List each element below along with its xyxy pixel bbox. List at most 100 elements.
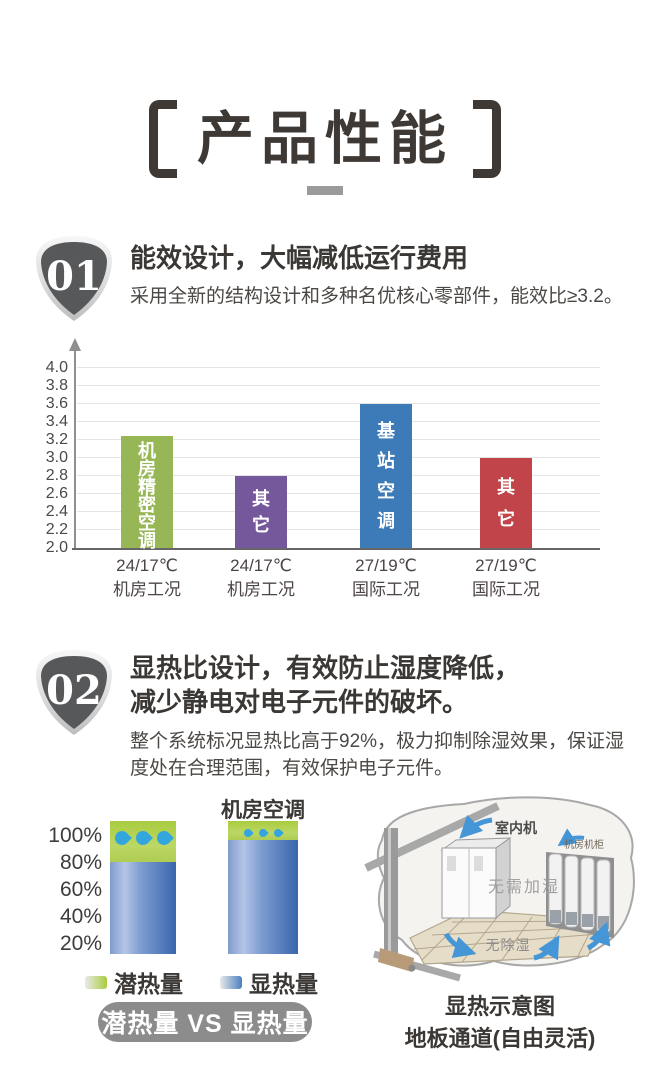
soil-layer: [378, 948, 414, 972]
bracket-left-icon: [149, 100, 177, 178]
section-01-badge: 01: [32, 234, 116, 324]
airflow-arrow: [586, 921, 611, 951]
title-underline: [307, 186, 343, 195]
y-axis-tick-label: 2.8: [45, 467, 68, 484]
percent-tick: 80%: [59, 851, 102, 874]
cabinet-slat: [564, 855, 579, 928]
chart-bar-1: 机房精密空调: [121, 436, 173, 551]
gridline: [77, 439, 600, 440]
indoor-unit-side: [495, 837, 511, 920]
latent-heat-segment: [110, 821, 176, 862]
y-axis-tick-label: 2.0: [45, 539, 68, 556]
bar-label-char: 它: [252, 515, 270, 535]
sensible-heat-chart: 100% 80% 60% 40% 20% 机房空调 潜热量: [30, 795, 350, 1045]
bar-label-char: 站: [377, 451, 395, 471]
section-02-number: 02: [46, 667, 102, 714]
x-axis-tick-label: 24/17℃ 机房工况: [85, 554, 209, 602]
water-drop-icon: [272, 827, 284, 839]
gridline: [77, 493, 600, 494]
bar-label-char: 调: [377, 511, 395, 531]
bar-label-char: 密: [138, 495, 156, 515]
machine-room-illustration: 室内机 机房机柜 无需加湿 无除湿 显热示意图 地板通道(自由灵活): [350, 788, 650, 1055]
percent-tick: 40%: [59, 905, 102, 928]
heat-legend: 潜热量 显热量: [30, 965, 350, 997]
bar-label-char: 机: [138, 441, 156, 461]
x-axis-tick-line: 机房工况: [113, 579, 181, 599]
water-drop-icon: [112, 828, 132, 848]
latent-vs-sensible-badge: 潜热量 VS 显热量: [98, 1002, 312, 1042]
x-axis-tick-label: 27/19℃ 国际工况: [324, 554, 448, 602]
y-axis-tick-label: 2.4: [45, 503, 68, 520]
bar-label-char: 精: [138, 477, 156, 497]
x-axis-tick-line: 27/19℃: [355, 556, 417, 575]
section-02-heading-line1: 显热比设计，有效防止湿度降低，: [130, 653, 521, 683]
chart-bar-4: 其它: [480, 458, 532, 548]
energy-efficiency-bar-chart: 2.0 2.2 2.4 2.6 2.8 3.0 3.2 3.4 3.6 3.8 4.0 机房精密空调 2…: [0, 338, 650, 606]
cabinet-grill: [582, 914, 593, 927]
section-02-heading: 显热比设计，有效防止湿度降低， 减少静电对电子元件的破坏。: [130, 651, 625, 720]
y-axis-tick-label: 2.2: [45, 521, 68, 538]
bar-label-char: 基: [377, 421, 395, 441]
bar-label-char: 空: [138, 513, 156, 533]
airflow-arrow: [443, 932, 477, 959]
gridline: [77, 511, 600, 512]
sensible-heat-swatch-icon: [220, 975, 242, 989]
gridline: [77, 403, 600, 404]
x-axis-line: [72, 548, 600, 550]
y-axis-line: [74, 350, 76, 550]
caption-line1: 显热示意图: [444, 994, 555, 1019]
cabinets-label: 机房机柜: [564, 838, 604, 851]
cabinet-grill: [598, 916, 609, 929]
x-axis-tick-line: 27/19℃: [475, 556, 537, 575]
cabinet-grill: [566, 912, 577, 925]
machine-room-ac-label: 机房空调: [221, 799, 305, 822]
legend-label: 显热量: [249, 971, 318, 997]
legend-item-latent: 潜热量: [85, 965, 183, 999]
section-02-heading-line2: 减少静电对电子元件的破坏。: [130, 687, 469, 718]
legend-item-sensible: 显热量: [220, 965, 318, 999]
x-axis-tick-line: 国际工况: [472, 579, 540, 599]
cabinet-slat: [548, 853, 563, 925]
wall-column-highlight: [388, 828, 391, 960]
water-drop-icon: [242, 827, 254, 839]
bar-label-char: 其: [497, 477, 515, 497]
indoor-unit-vent: [474, 856, 483, 871]
section-01-number: 01: [46, 253, 102, 300]
bar-label-char: 调: [138, 531, 156, 551]
gridline: [77, 385, 600, 386]
no-dehumidify-label: 无除湿: [486, 937, 531, 953]
cabinet-grill: [550, 910, 561, 923]
x-axis-tick-label: 27/19℃ 国际工况: [444, 554, 568, 602]
gridline: [77, 457, 600, 458]
legend-label: 潜热量: [114, 971, 183, 997]
x-axis-tick-label: 24/17℃ 机房工况: [199, 554, 323, 602]
gridline: [77, 367, 600, 368]
water-drop-icon: [133, 828, 153, 848]
y-axis-tick-label: 3.0: [45, 449, 68, 466]
y-axis-tick-label: 3.4: [45, 413, 68, 430]
latent-heat-swatch-icon: [85, 975, 107, 989]
no-humidify-label: 无需加湿: [488, 878, 560, 896]
y-axis-tick-label: 4.0: [45, 359, 68, 376]
machine-room-diagram: 室内机 机房机柜 无需加湿 无除湿: [364, 796, 635, 982]
section-01-body: 采用全新的结构设计和多种名优核心零部件，能效比≥3.2。: [130, 286, 623, 308]
x-axis-tick-line: 24/17℃: [230, 556, 292, 575]
bar-label-char: 其: [252, 489, 270, 509]
water-drop-icon: [257, 827, 269, 839]
section-02-text: 显热比设计，有效防止湿度降低， 减少静电对电子元件的破坏。 整个系统标况显热比高…: [130, 651, 625, 783]
page-title: 产品性能: [197, 106, 453, 171]
bar-label-char: 房: [138, 459, 156, 479]
chart-bar-2: 其它: [235, 476, 287, 548]
machine-room-ac-stacked-bar: [228, 821, 298, 954]
y-axis-tick-label: 2.6: [45, 485, 68, 502]
bar-label-char: 它: [497, 509, 515, 529]
indoor-unit-label: 室内机: [495, 820, 537, 836]
gridline: [77, 421, 600, 422]
bracket-right-icon: [473, 100, 501, 178]
x-axis-tick-line: 国际工况: [352, 579, 420, 599]
indoor-unit-vent: [447, 856, 456, 871]
illustration-caption: 显热示意图 地板通道(自由灵活): [350, 991, 650, 1055]
y-axis-tick-label: 3.2: [45, 431, 68, 448]
section-02-badge: 02: [32, 648, 116, 738]
latent-heat-segment: [228, 821, 298, 840]
